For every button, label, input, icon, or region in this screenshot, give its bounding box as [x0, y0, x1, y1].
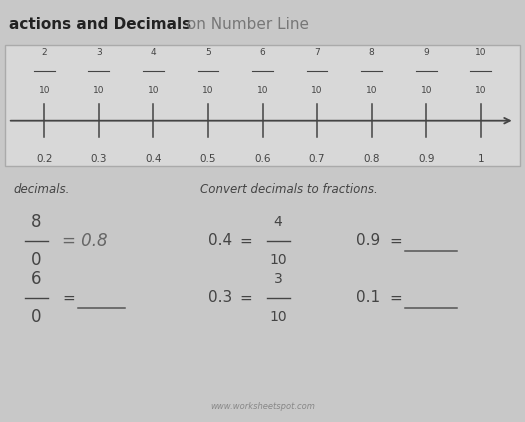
- Text: on Number Line: on Number Line: [182, 16, 309, 32]
- Text: 0.6: 0.6: [254, 154, 271, 164]
- Text: 0.1: 0.1: [356, 290, 380, 306]
- Text: 0.5: 0.5: [200, 154, 216, 164]
- Text: 0.8: 0.8: [363, 154, 380, 164]
- Text: Convert decimals to fractions.: Convert decimals to fractions.: [200, 183, 378, 195]
- Text: 6: 6: [260, 48, 265, 57]
- Text: 10: 10: [93, 86, 104, 95]
- Text: 0.4: 0.4: [208, 233, 232, 249]
- Text: 1: 1: [477, 154, 484, 164]
- Text: 10: 10: [421, 86, 432, 95]
- Text: 2: 2: [41, 48, 47, 57]
- Text: =: =: [62, 290, 75, 306]
- Text: 0.9: 0.9: [356, 233, 380, 249]
- Text: 0.3: 0.3: [208, 290, 232, 306]
- Text: 0: 0: [31, 308, 41, 326]
- Text: =: =: [239, 233, 252, 249]
- Text: 0.3: 0.3: [90, 154, 107, 164]
- Text: 9: 9: [423, 48, 429, 57]
- Text: www.worksheetspot.com: www.worksheetspot.com: [210, 402, 315, 411]
- Text: 3: 3: [274, 272, 282, 286]
- Text: 3: 3: [96, 48, 102, 57]
- Text: =: =: [239, 290, 252, 306]
- Text: 0.9: 0.9: [418, 154, 435, 164]
- Text: 8: 8: [369, 48, 374, 57]
- Text: 10: 10: [311, 86, 323, 95]
- Text: =: =: [390, 233, 403, 249]
- Text: 10: 10: [269, 310, 287, 324]
- Text: 5: 5: [205, 48, 211, 57]
- Text: 4: 4: [151, 48, 156, 57]
- Text: =: =: [390, 290, 403, 306]
- Text: 10: 10: [366, 86, 377, 95]
- Text: 10: 10: [202, 86, 214, 95]
- Text: actions and Decimals: actions and Decimals: [9, 16, 192, 32]
- Text: 10: 10: [475, 48, 487, 57]
- Text: 10: 10: [148, 86, 159, 95]
- Text: 7: 7: [314, 48, 320, 57]
- Text: 8: 8: [31, 213, 41, 231]
- Text: 0: 0: [31, 251, 41, 269]
- Text: 10: 10: [38, 86, 50, 95]
- Text: 0.2: 0.2: [36, 154, 52, 164]
- Text: 10: 10: [475, 86, 487, 95]
- Text: 0.4: 0.4: [145, 154, 162, 164]
- Text: 0.7: 0.7: [309, 154, 326, 164]
- Text: 10: 10: [269, 253, 287, 267]
- Text: decimals.: decimals.: [13, 183, 69, 195]
- Text: 6: 6: [31, 270, 41, 288]
- Text: 10: 10: [257, 86, 268, 95]
- Text: = 0.8: = 0.8: [62, 232, 108, 250]
- Text: 4: 4: [274, 215, 282, 229]
